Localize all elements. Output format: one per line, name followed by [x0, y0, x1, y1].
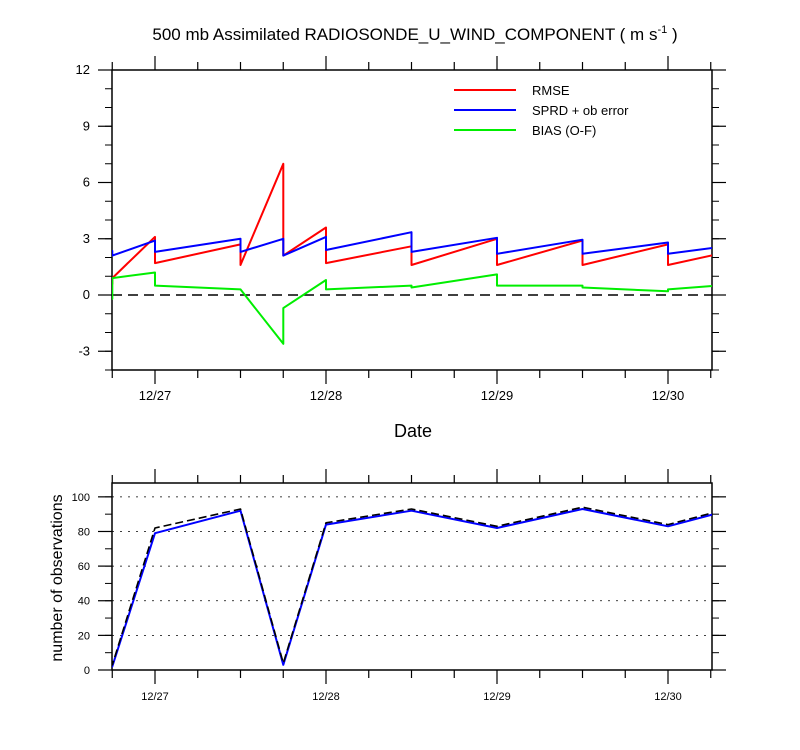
y-axis-label-observations: number of observations [49, 494, 66, 661]
y-tick-label: 0 [83, 287, 90, 302]
bottom-series [112, 506, 712, 668]
y-tick-label: 60 [78, 561, 90, 573]
bottom-chart: 02040608010012/2712/2812/2912/3012/3101/… [72, 469, 726, 703]
x-tick-label: 12/28 [312, 691, 340, 703]
y-tick-label: -3 [78, 343, 90, 358]
series-line-observations-possible [112, 506, 712, 666]
x-tick-label: 12/29 [483, 691, 511, 703]
y-tick-label: 20 [78, 630, 90, 642]
top-legend: RMSE SPRD + ob error BIAS (O-F) [454, 83, 629, 138]
y-tick-label: 12 [76, 62, 90, 77]
x-tick-label: 12/30 [652, 388, 685, 403]
series-line-rmse [112, 162, 712, 285]
top-chart: -303691212/2712/2812/2912/3012/3101/0101… [76, 56, 726, 403]
top-series [112, 162, 712, 345]
x-tick-label: 12/27 [139, 388, 172, 403]
y-tick-label: 6 [83, 175, 90, 190]
series-line-observations-used [112, 508, 712, 668]
x-tick-label: 12/28 [310, 388, 343, 403]
x-tick-label: 12/30 [654, 691, 682, 703]
y-tick-label: 80 [78, 526, 90, 538]
y-tick-label: 100 [72, 492, 90, 504]
bottom-axes: 02040608010012/2712/2812/2912/3012/3101/… [72, 469, 726, 703]
x-tick-label: 12/27 [141, 691, 169, 703]
chart-title: 500 mb Assimilated RADIOSONDE_U_WIND_COM… [152, 24, 677, 44]
series-line-bias-o-f [112, 271, 712, 345]
legend-label: BIAS (O-F) [532, 123, 596, 138]
y-tick-label: 0 [84, 665, 90, 677]
legend-label: RMSE [532, 83, 570, 98]
y-tick-label: 3 [83, 231, 90, 246]
series-line-sprd-ob-error [112, 231, 712, 257]
y-tick-label: 40 [78, 596, 90, 608]
x-tick-label: 12/29 [481, 388, 514, 403]
y-tick-label: 9 [83, 118, 90, 133]
legend-label: SPRD + ob error [532, 103, 629, 118]
x-axis-label: Date [394, 421, 432, 441]
top-axes: -303691212/2712/2812/2912/3012/3101/0101… [76, 56, 726, 403]
